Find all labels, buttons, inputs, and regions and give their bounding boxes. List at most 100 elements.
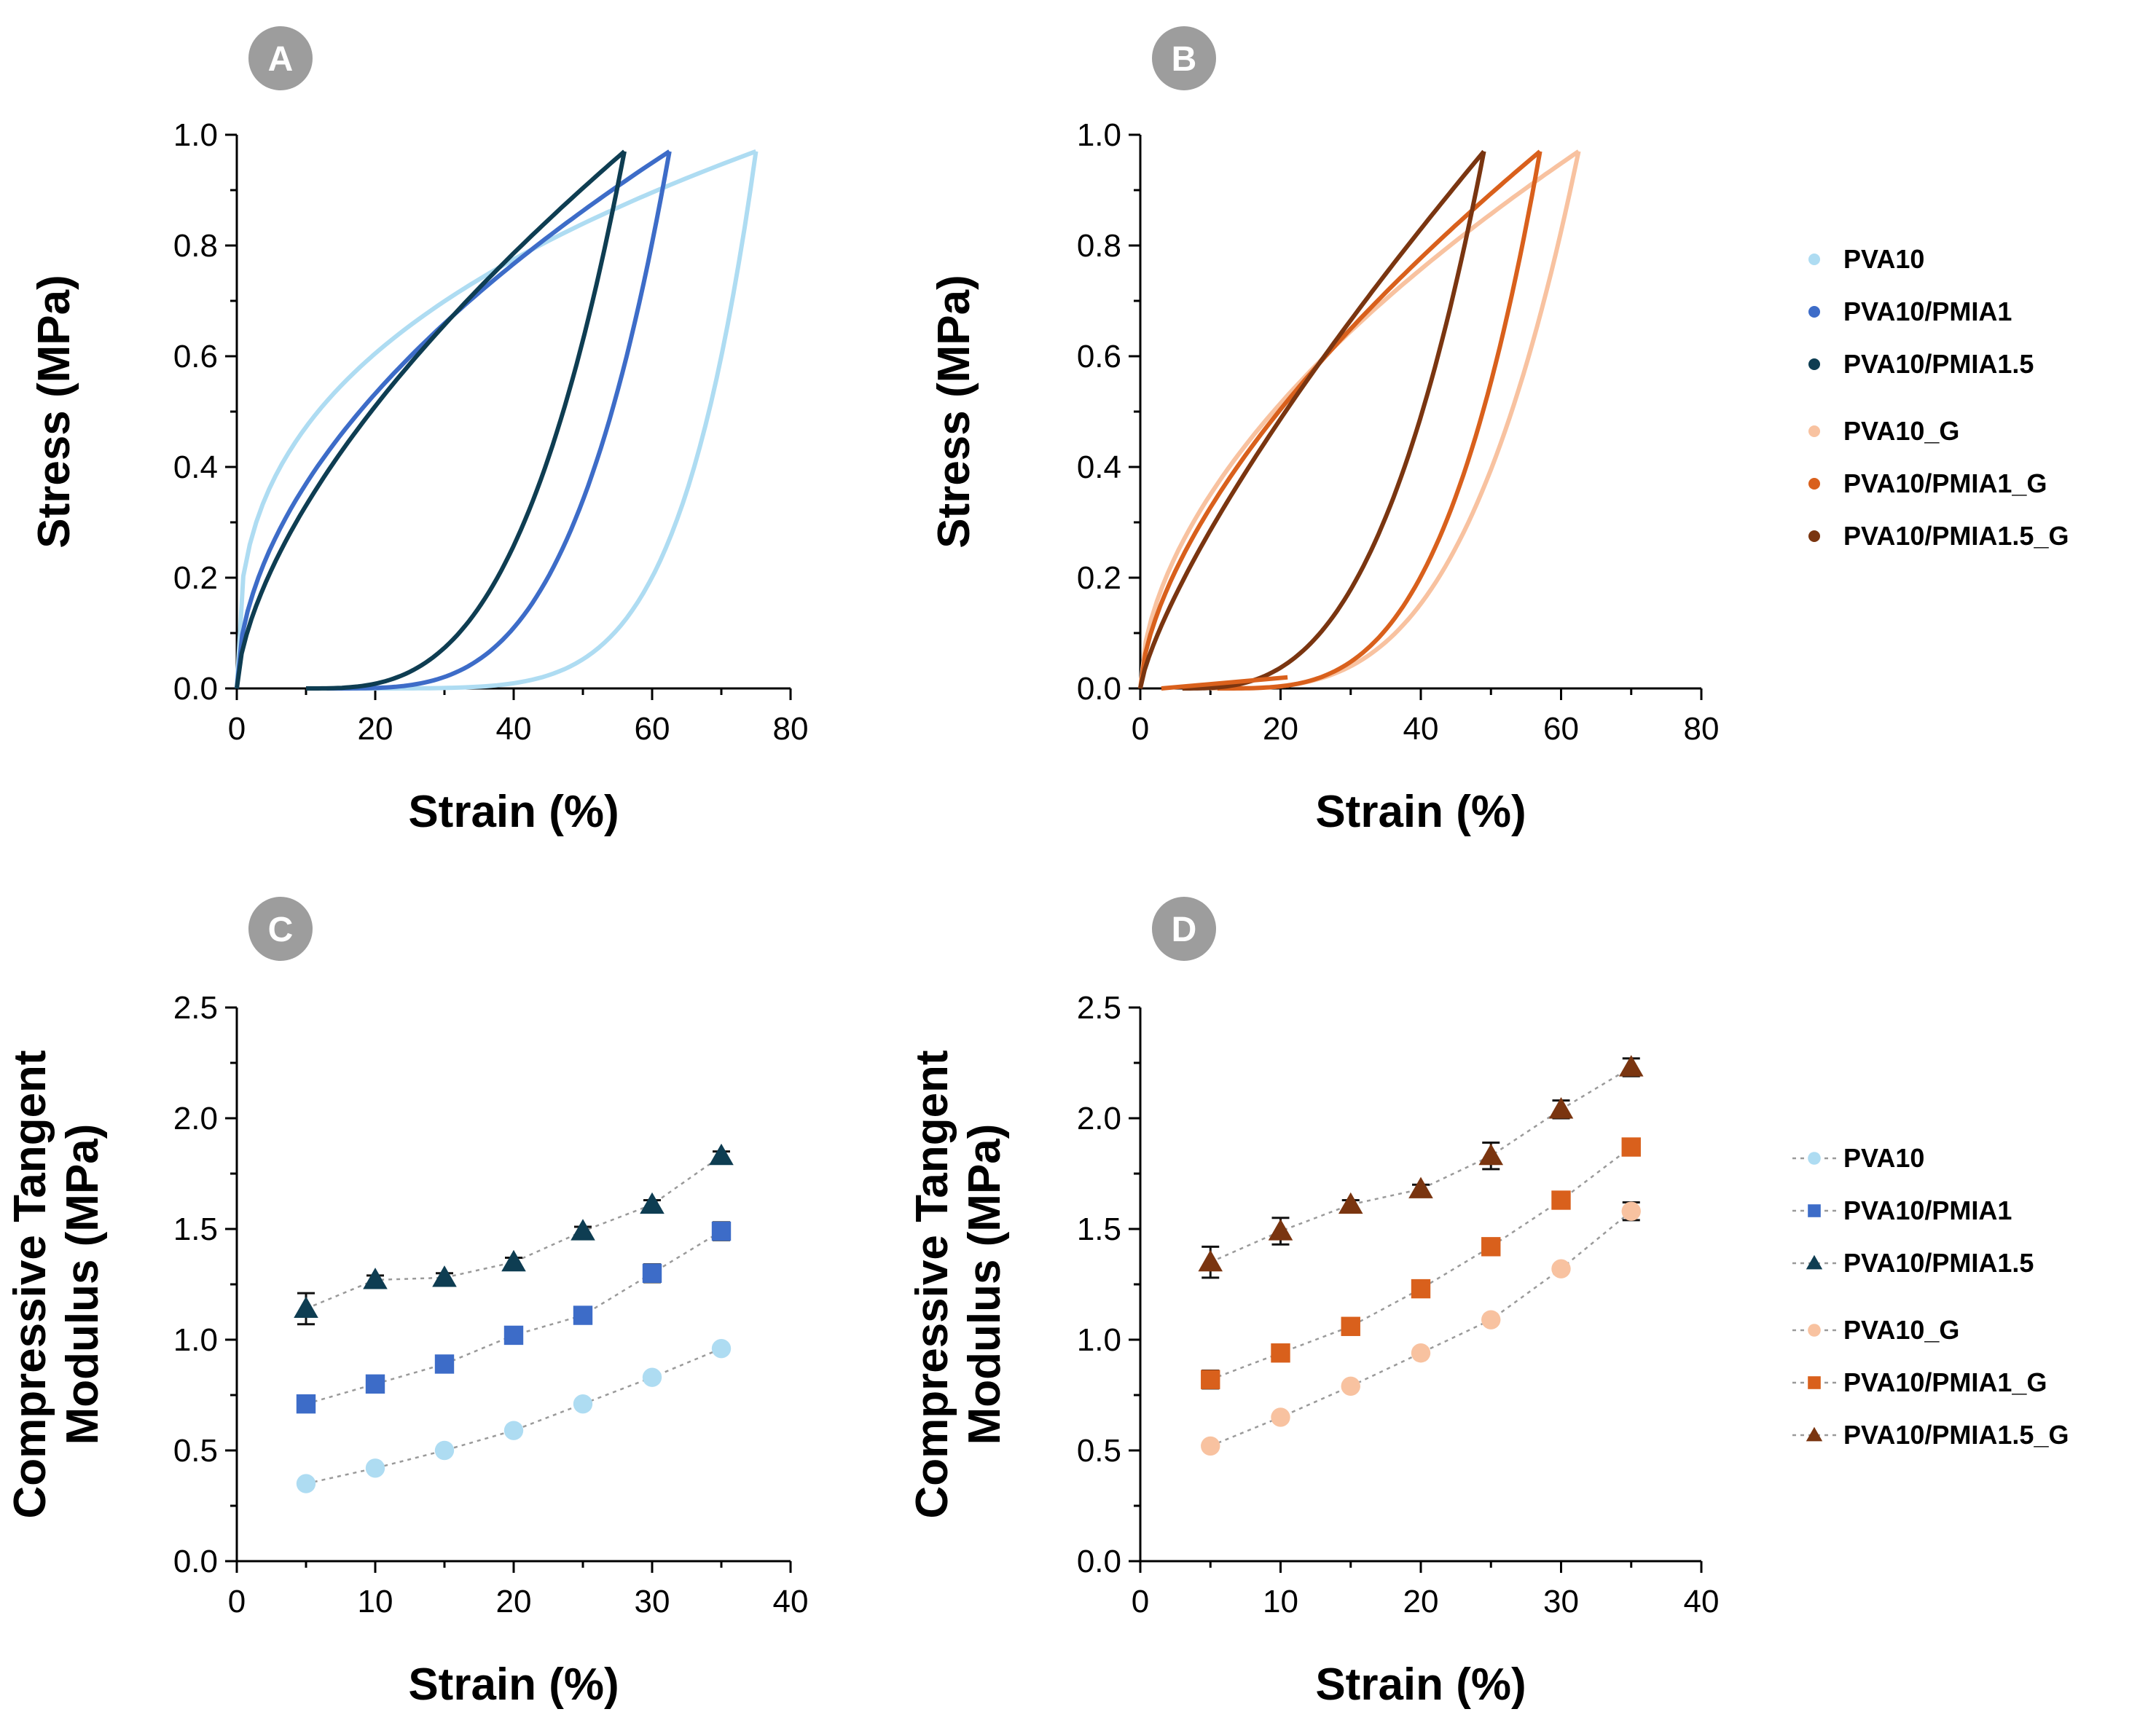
x-axis-title: Strain (%) [408,787,619,837]
data-point [1201,1370,1220,1389]
data-point [365,1458,385,1478]
data-point [571,1219,595,1241]
legend-label: PVA10/PMIA1_G [1843,1367,2047,1397]
unloading-curve [306,151,627,691]
y-tick-label: 0.6 [1077,339,1121,374]
loading-curve [235,149,626,689]
data-point [1411,1279,1431,1299]
series-pva10-g [1201,1201,1641,1456]
legend-marker [1808,1376,1821,1389]
y-tick-label: 0.2 [173,560,218,596]
x-tick-label: 0 [1132,1584,1149,1619]
series-pva10 [296,1338,732,1493]
panel-badge-circle [248,897,313,961]
data-point [1481,1237,1501,1257]
x-tick-label: 40 [773,1584,809,1619]
panel-badge: A [248,26,313,90]
y-tick-label: 0.4 [173,449,218,485]
y-axis-title: Stress (MPa) [29,275,79,549]
legend-label: PVA10 [1843,1143,1924,1173]
y-tick-label: 1.5 [173,1211,218,1247]
y-tick-label: 1.0 [1077,117,1121,153]
series-pva10-pmia1-5-g [1198,1055,1644,1279]
legend-label: PVA10_G [1843,1315,1959,1345]
data-point [434,1354,455,1374]
unloading-curve [1217,151,1542,691]
series-pva10-pmia1-g [1201,1137,1641,1390]
loading-curve [235,149,757,689]
panel-badge: B [1152,26,1216,90]
data-point [573,1394,593,1414]
data-point [1341,1316,1360,1336]
data-point [432,1265,457,1287]
data-point [363,1268,388,1289]
legend-label: PVA10/PMIA1.5 [1843,1248,2034,1278]
data-point [1408,1177,1433,1198]
legend-marker [1808,1204,1821,1217]
legend-dot [1808,306,1820,318]
x-tick-label: 30 [635,1584,670,1619]
legend-top: PVA10 PVA10/PMIA1 PVA10/PMIA1.5 PVA10_G PVA1… [1808,244,2069,551]
data-point [296,1394,316,1414]
y-tick-label: 0.8 [173,228,218,264]
data-point [501,1249,526,1272]
legend-item: PVA10/PMIA1.5_G [1792,1420,2069,1450]
y-axis-title: Compressive Tangent Modulus (MPa) [907,1050,1010,1518]
y-tick-label: 2.5 [173,990,218,1026]
panel-badge-circle [1152,897,1216,961]
y-tick-label: 0.0 [1077,1544,1121,1579]
data-point [1198,1249,1223,1272]
legend-marker [1806,1254,1823,1270]
legend-marker [1806,1426,1823,1442]
data-point [640,1192,665,1214]
data-point [709,1143,734,1166]
panel-a: 0.0 0.2 0.4 0.6 0.8 1.0 0 20 40 60 80 Strain (%) Str… [29,26,808,837]
series-pva10 [235,149,758,691]
y-axis-title: Stress (MPa) [929,275,979,549]
legend-label: PVA10_G [1843,416,1959,446]
x-tick-label: 40 [1684,1584,1720,1619]
data-point [434,1440,455,1461]
data-point [642,1367,662,1387]
y-tick-label: 2.5 [1077,990,1121,1026]
data-point [1548,1097,1574,1119]
series-lines [1138,149,1581,691]
legend-bottom: PVA10 PVA10/PMIA1 PVA10/PMIA1.5 PVA10_G PVA1… [1792,1143,2069,1450]
data-point [1478,1143,1504,1166]
x-tick-label: 0 [228,711,246,747]
panel-d: 0.0 0.5 1.0 1.5 2.0 2.5 0 10 20 30 40 Strain (%) Com… [907,897,1719,1710]
y-tick-label: 0.5 [1077,1433,1121,1469]
legend-label: PVA10/PMIA1.5 [1843,349,2034,379]
data-point [1551,1259,1571,1279]
series-pva10-g [1138,149,1581,691]
panel-badge-letter: B [1172,40,1197,79]
legend-label: PVA10/PMIA1_G [1843,468,2047,498]
y-tick-label: 0.5 [173,1433,218,1469]
legend-dot [1808,254,1820,265]
y-tick-label: 0.0 [173,671,218,707]
y-tick-label: 0.0 [1077,671,1121,707]
legend-item: PVA10/PMIA1.5 [1792,1248,2034,1278]
x-tick-label: 20 [358,711,393,747]
x-tick-label: 20 [496,1584,532,1619]
unloading-curve [326,151,672,691]
panel-c: 0.0 0.5 1.0 1.5 2.0 2.5 0 10 20 30 40 Strain (%) Com… [5,897,808,1710]
x-tick-label: 60 [1543,711,1579,747]
legend-label: PVA10 [1843,244,1924,274]
loading-curve [235,149,671,689]
panel-badge: C [248,897,313,961]
y-axis-title-line-2: Modulus (MPa) [960,1124,1010,1445]
y-tick-label: 0.8 [1077,228,1121,264]
series-lines [235,149,758,691]
x-tick-label: 40 [1403,711,1439,747]
y-tick-label: 0.2 [1077,560,1121,596]
x-tick-label: 20 [1263,711,1298,747]
residual-tail [1161,675,1288,691]
data-point [294,1296,318,1319]
data-point [711,1338,732,1359]
panel-badge-letter: C [268,911,294,949]
x-axis-title: Strain (%) [408,1660,619,1710]
legend-item: PVA10/PMIA1_G [1792,1367,2047,1397]
legend-label: PVA10/PMIA1 [1843,1195,2012,1225]
